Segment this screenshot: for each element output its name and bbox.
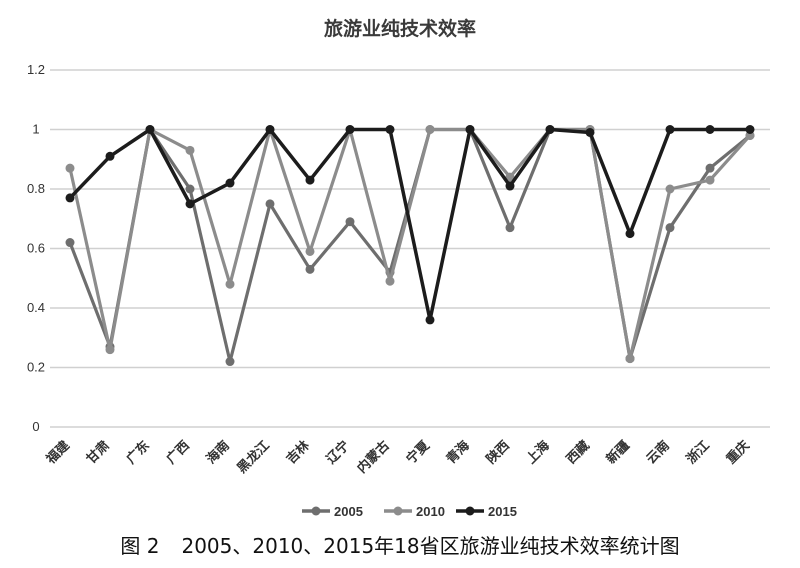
gridlines: [50, 69, 770, 428]
data-point: [225, 279, 235, 289]
x-axis-ticks: 福建 甘肃 广东 广西 海南 黑龙江 吉林 辽宁 内蒙古 宁夏 青海 陕西 上海 西藏 新疆 云南 浙江 重庆: [42, 437, 752, 477]
x-tick-label: 重庆: [723, 438, 753, 468]
data-point: [145, 125, 155, 134]
data-point: [625, 354, 635, 364]
series-2015: [65, 125, 755, 325]
data-point: [185, 199, 195, 209]
data-point: [665, 223, 675, 233]
series-line: [68, 127, 752, 361]
x-tick-label: 黑龙江: [234, 438, 273, 477]
y-tick-label: 0.8: [27, 181, 45, 196]
y-tick-label: 0: [32, 419, 39, 434]
data-point: [505, 223, 515, 233]
legend-marker: [311, 506, 321, 516]
data-point: [665, 184, 675, 194]
data-point: [425, 125, 435, 134]
series-line: [68, 127, 752, 364]
x-tick-label: 海南: [203, 438, 233, 468]
data-point: [305, 264, 315, 274]
data-point: [625, 229, 635, 239]
data-point: [105, 345, 115, 355]
x-tick-label: 甘肃: [83, 438, 113, 468]
data-point: [185, 184, 195, 194]
data-point: [225, 178, 235, 188]
data-point: [345, 217, 355, 227]
x-tick-label: 青海: [443, 438, 473, 468]
data-point: [65, 193, 75, 203]
data-point: [545, 125, 555, 134]
data-point: [385, 125, 395, 134]
x-tick-label: 上海: [523, 438, 553, 468]
data-point: [665, 125, 675, 134]
legend-marker: [465, 506, 475, 516]
x-tick-label: 陕西: [483, 438, 513, 468]
data-point: [305, 246, 315, 256]
legend-label: 2015: [488, 504, 517, 519]
x-tick-label: 宁夏: [403, 437, 433, 467]
legend-marker: [393, 506, 403, 516]
x-tick-label: 内蒙古: [354, 438, 393, 477]
y-tick-label: 0.4: [27, 300, 45, 315]
data-point: [385, 276, 395, 286]
figure-caption: 图 2 2005、2010、2015年18省区旅游业纯技术效率统计图: [0, 530, 800, 559]
x-tick-label: 吉林: [283, 438, 313, 468]
data-point: [705, 163, 715, 173]
data-point: [185, 145, 195, 155]
data-point: [425, 315, 435, 325]
data-point: [65, 238, 75, 248]
data-point: [345, 125, 355, 134]
data-point: [105, 151, 115, 161]
data-point: [225, 357, 235, 367]
legend-label: 2010: [416, 504, 445, 519]
legend: 2005 2010 2015: [302, 504, 517, 519]
y-tick-label: 0.2: [27, 360, 45, 375]
data-point: [465, 125, 475, 134]
line-chart: 0 0.2 0.4 0.6 0.8 1 1.2 福建 甘肃 广东 广西 海南 黑龙江 吉林 辽宁 内蒙古 宁夏…: [27, 62, 770, 519]
data-point: [265, 125, 275, 134]
y-axis-ticks: 0 0.2 0.4 0.6 0.8 1 1.2: [27, 62, 45, 434]
figure-number: 图 2: [120, 534, 160, 558]
data-point: [65, 163, 75, 173]
y-tick-label: 1: [32, 122, 39, 137]
data-point: [265, 199, 275, 209]
x-tick-label: 浙江: [683, 438, 713, 468]
y-tick-label: 0.6: [27, 241, 45, 256]
data-point: [745, 125, 755, 134]
chart-title: 旅游业纯技术效率: [323, 18, 476, 40]
x-tick-label: 云南: [643, 438, 673, 468]
series-2010: [65, 125, 755, 364]
series-lines: [65, 125, 755, 367]
x-tick-label: 广东: [123, 438, 153, 468]
x-tick-label: 福建: [42, 438, 72, 468]
data-point: [705, 125, 715, 134]
series-line: [68, 127, 750, 322]
x-tick-label: 西藏: [563, 438, 593, 468]
data-point: [305, 175, 315, 185]
data-point: [585, 127, 595, 137]
data-point: [505, 181, 515, 191]
legend-label: 2005: [334, 504, 363, 519]
x-tick-label: 新疆: [603, 438, 633, 468]
x-tick-label: 广西: [163, 438, 193, 468]
x-tick-label: 辽宁: [323, 438, 353, 468]
y-tick-label: 1.2: [27, 62, 45, 77]
data-point: [705, 175, 715, 185]
data-point: [505, 172, 515, 182]
caption-text: 2005、2010、2015年18省区旅游业纯技术效率统计图: [181, 534, 680, 558]
